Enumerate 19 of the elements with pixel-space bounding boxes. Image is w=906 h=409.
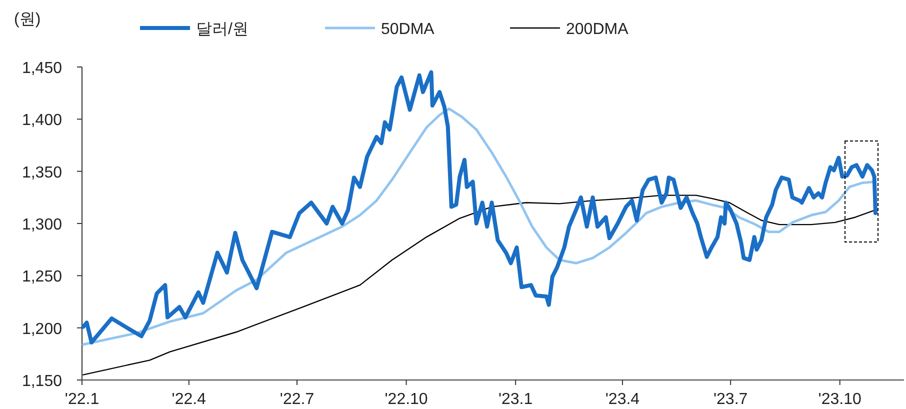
x-tick-label: '23.4 <box>605 391 640 408</box>
y-tick-label: 1,150 <box>22 373 62 390</box>
y-tick-label: 1,300 <box>22 216 62 234</box>
y-tick-label: 1,200 <box>22 320 62 338</box>
legend-label: 50DMA <box>381 21 435 38</box>
y-tick-label: 1,400 <box>22 112 62 130</box>
ylabel: (원) <box>14 11 41 28</box>
x-tick-label: '23.10 <box>818 391 862 408</box>
x-tick-label: '23.1 <box>498 391 533 408</box>
y-tick-label: 1,250 <box>22 268 62 286</box>
x-tick-label: '22.4 <box>172 391 206 408</box>
y-tick-label: 1,350 <box>22 164 62 182</box>
legend-label: 달러/원 <box>196 21 248 38</box>
x-tick-label: '23.7 <box>713 391 748 408</box>
x-tick-label: '22.1 <box>64 391 100 408</box>
y-tick-label: 1,450 <box>22 60 62 77</box>
x-tick-label: '22.7 <box>280 391 314 408</box>
legend-label: 200DMA <box>566 21 629 38</box>
x-tick-label: '22.10 <box>384 391 428 408</box>
